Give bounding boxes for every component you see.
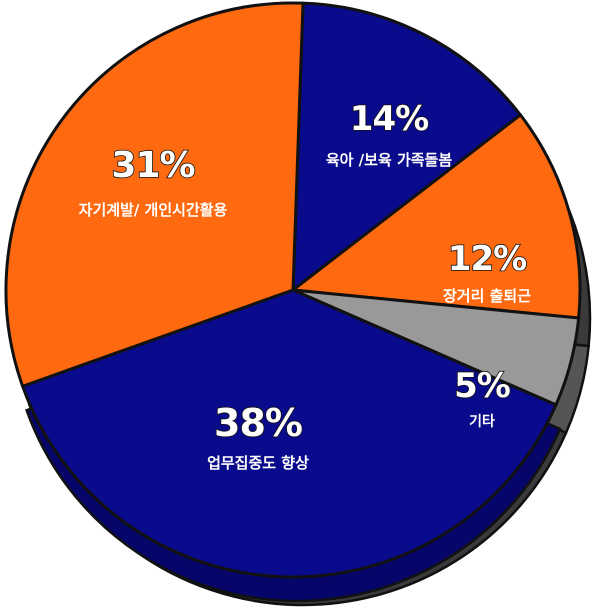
slice-category-label: 기타	[469, 414, 495, 430]
pie-labels: 14% 육아 /보육 가족돌봄 12% 장거리 출퇴근 5% 기타 38% 업무집중도 향상 3…	[79, 98, 532, 472]
slice-value-label: 5%	[454, 366, 510, 406]
slice-category-label: 육아 /보육 가족돌봄	[326, 151, 453, 169]
pie-slices	[4, 1, 582, 579]
slice-category-label: 장거리 출퇴근	[443, 287, 531, 305]
slice-value-label: 31%	[111, 145, 194, 186]
pie-slice-1	[291, 1, 522, 292]
pie-slice-2	[291, 113, 582, 320]
pie-slice-5	[4, 1, 305, 388]
slice-value-label: 38%	[214, 401, 302, 445]
slice-category-label: 자기계발/ 개인시간활용	[79, 201, 228, 219]
pie-slice-4	[21, 288, 558, 579]
slice-category-label: 업무집중도 향상	[207, 454, 309, 472]
slice-value-label: 14%	[350, 99, 428, 139]
slice-value-label: 12%	[448, 239, 526, 279]
